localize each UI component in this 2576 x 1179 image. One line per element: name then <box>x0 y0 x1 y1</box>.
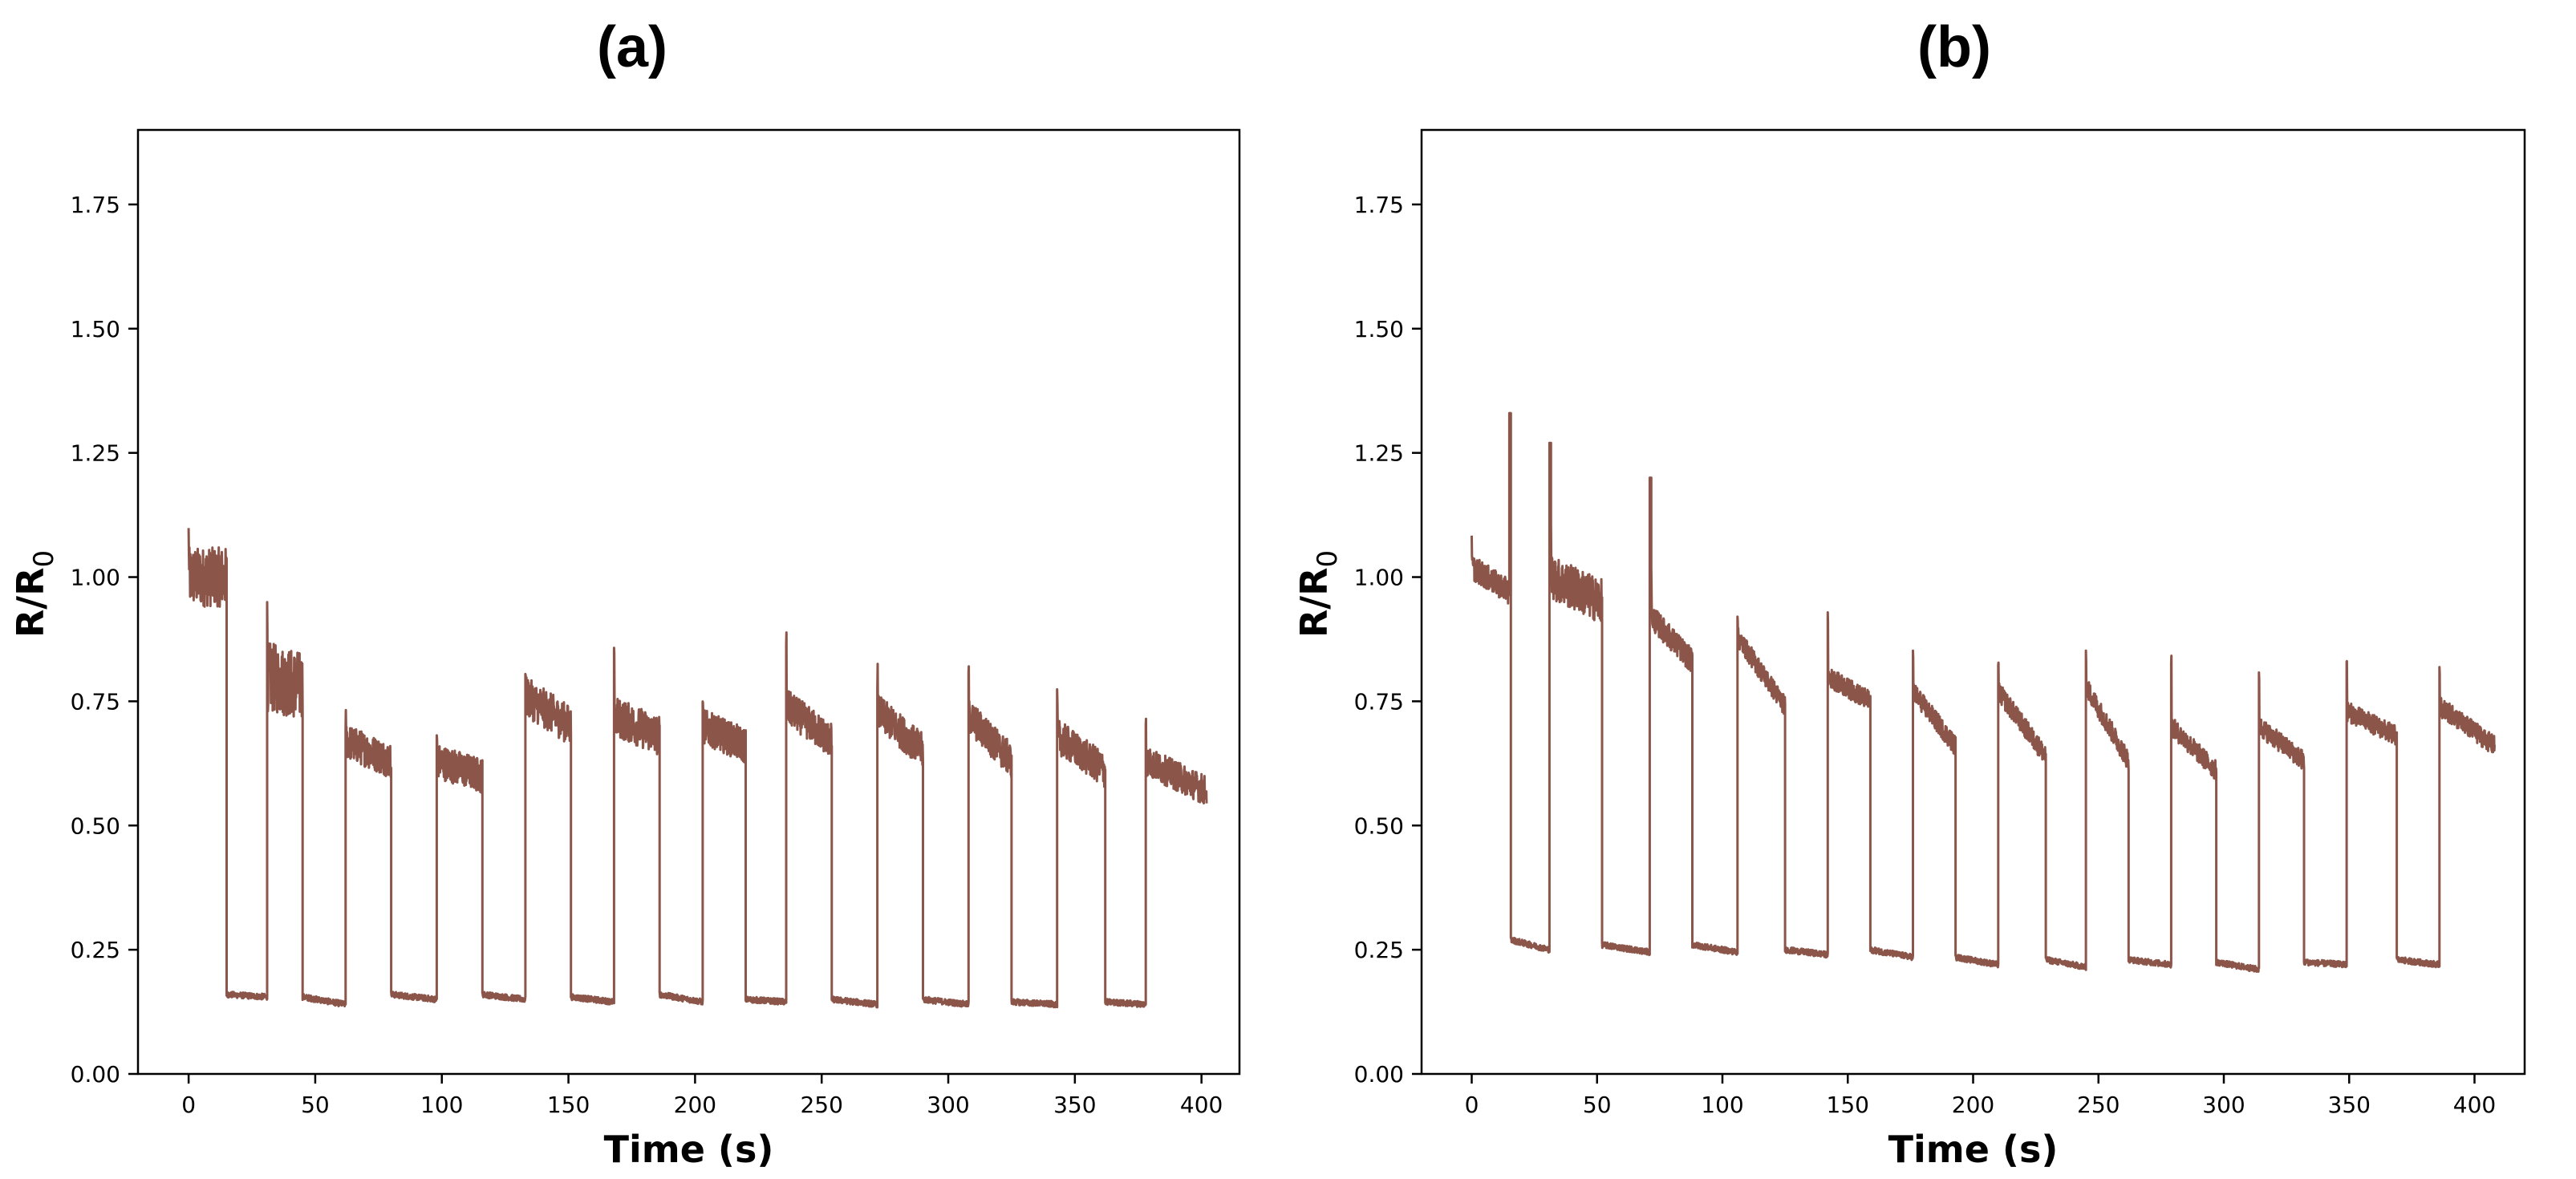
y-tick-label: 1.50 <box>71 316 120 342</box>
y-tick-label: 0.75 <box>1354 688 1404 715</box>
x-tick-label: 400 <box>2453 1092 2496 1118</box>
y-axis-label-main: R/R <box>1292 567 1336 638</box>
y-tick-label: 1.00 <box>1354 565 1404 591</box>
panel-b-label: (b) <box>1917 15 1991 79</box>
x-tick-label: 300 <box>927 1092 969 1118</box>
x-tick-label: 100 <box>420 1092 463 1118</box>
data-series <box>187 528 1208 1009</box>
x-tick-label: 350 <box>1053 1092 1096 1118</box>
x-axis-label: Time (s) <box>1888 1128 2059 1171</box>
y-axis-label-subscript: 0 <box>1312 550 1344 568</box>
panel-a-label: (a) <box>597 15 667 79</box>
y-axis-label-main: R/R <box>9 567 52 638</box>
y-axis-label-subscript: 0 <box>28 550 60 568</box>
x-tick-label: 250 <box>800 1092 842 1118</box>
y-tick-label: 0.50 <box>1354 812 1404 839</box>
x-tick-label: 0 <box>181 1092 196 1118</box>
x-tick-label: 100 <box>1701 1092 1743 1118</box>
x-tick-label: 50 <box>1583 1092 1612 1118</box>
y-tick-label: 1.75 <box>71 192 120 218</box>
x-tick-label: 150 <box>1827 1092 1869 1118</box>
y-tick-label: 0.50 <box>71 812 120 839</box>
chart-b: 0 50 100 150 200 250 300 350 400 0.00 0.25 0.50 0.75… <box>1292 128 2526 1171</box>
y-tick-label: 0.00 <box>71 1061 120 1088</box>
y-tick-label: 1.25 <box>1354 440 1404 467</box>
series-line <box>1471 411 2496 973</box>
y-tick-label: 0.75 <box>71 688 120 715</box>
series-line <box>187 528 1208 1009</box>
y-axis-label: R/R0 <box>9 550 60 638</box>
y-tick-label: 1.50 <box>1354 316 1404 342</box>
y-tick-label: 0.00 <box>1354 1061 1404 1088</box>
y-axis-label: R/R0 <box>1292 550 1344 638</box>
chart-a: 0 50 100 150 200 250 300 350 400 0.00 0.25 0.50 0.75… <box>9 128 1241 1171</box>
x-tick-label: 50 <box>301 1092 330 1118</box>
y-tick-label: 0.25 <box>71 937 120 963</box>
y-tick-label: 1.00 <box>71 565 120 591</box>
plot-frame <box>136 128 1241 1076</box>
x-tick-label: 200 <box>674 1092 716 1118</box>
x-axis-label: Time (s) <box>604 1128 774 1171</box>
x-tick-label: 200 <box>1952 1092 1994 1118</box>
x-tick-label: 150 <box>547 1092 590 1118</box>
x-tick-label: 300 <box>2202 1092 2245 1118</box>
data-series <box>1471 411 2496 973</box>
x-tick-label: 350 <box>2328 1092 2371 1118</box>
y-tick-label: 0.25 <box>1354 937 1404 963</box>
y-tick-label: 1.25 <box>71 440 120 467</box>
x-tick-label: 250 <box>2077 1092 2120 1118</box>
y-tick-label: 1.75 <box>1354 192 1404 218</box>
x-tick-label: 0 <box>1465 1092 1479 1118</box>
x-tick-label: 400 <box>1180 1092 1223 1118</box>
